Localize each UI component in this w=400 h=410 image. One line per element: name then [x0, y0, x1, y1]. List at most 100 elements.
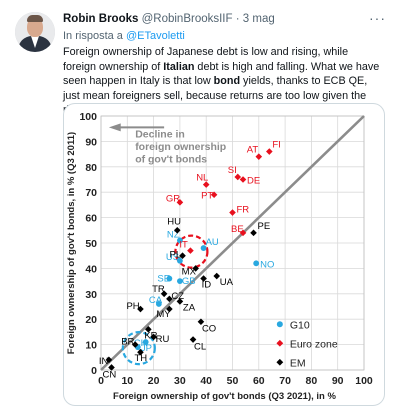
tweet-media-image[interactable]: 0 10 20 30 40 50 60 70 80 90 100 0 10 20 30 40 50 60 70 80 9…: [63, 103, 385, 406]
author-handle[interactable]: @RobinBrooksIIF: [141, 13, 233, 25]
point-label-pl: PL: [170, 250, 182, 261]
point-label-fr: FR: [237, 205, 250, 216]
point-label-ua: UA: [220, 277, 234, 288]
highlight-circle: [174, 234, 209, 269]
y-tick-label: 50: [85, 238, 97, 250]
y-tick-label: 70: [85, 187, 97, 199]
point-id: [200, 275, 207, 282]
x-tick-label: 20: [148, 375, 160, 387]
plot-frame: [100, 115, 365, 371]
x-tick-label: 100: [355, 375, 373, 387]
annotation-text: foreign ownership: [135, 141, 226, 153]
tweet-text-bold-1: Italian: [163, 60, 195, 73]
point-label-at: AT: [247, 145, 259, 156]
y-tick-label: 40: [85, 263, 97, 275]
point-nz: [177, 237, 183, 244]
point-label-gb: GB: [182, 276, 196, 287]
y-tick-label: 80: [85, 162, 97, 174]
point-label-nl: NL: [196, 173, 208, 184]
point-at: [255, 153, 263, 160]
reply-mention-link[interactable]: @ETavoletti: [125, 30, 185, 42]
point-br: [131, 341, 139, 348]
point-label-ph: PH: [126, 301, 139, 312]
reply-context: In risposta a @ETavoletti: [63, 30, 185, 42]
point-label-tr: TR: [152, 284, 165, 295]
point-label-cl: CL: [194, 342, 206, 353]
separator: ·: [235, 13, 240, 25]
point-ru: [150, 333, 157, 341]
point-label-ru: RU: [156, 334, 170, 345]
tweet-text-part-2: debt is high and falling. What we have s…: [63, 60, 380, 88]
point-pl: [179, 252, 186, 259]
point-in: [105, 356, 113, 364]
point-th: [137, 348, 144, 356]
point-mx: [192, 265, 199, 272]
legend-label: EM: [290, 357, 306, 369]
tweet-text-bold-2: bond: [213, 75, 241, 88]
point-gb: [177, 278, 183, 284]
point-ca: [155, 301, 162, 307]
point-be: [239, 229, 247, 237]
point-se: [166, 275, 173, 282]
point-pe: [250, 229, 257, 237]
point-label-pe: PE: [258, 221, 271, 232]
legend-label: G10: [290, 319, 310, 331]
point-de: [239, 176, 247, 183]
x-tick-label: 40: [200, 375, 212, 387]
point-ua: [213, 272, 221, 280]
point-label-ch: CH: [134, 338, 148, 349]
point-my: [166, 305, 173, 313]
point-label-se: SE: [157, 274, 170, 285]
point-label-cz: CZ: [171, 291, 184, 302]
annotation-arrow-head: [108, 123, 121, 132]
timestamp[interactable]: 3 mag: [242, 13, 275, 25]
point-co: [197, 318, 205, 326]
y-tick-label: 100: [79, 111, 97, 123]
point-label-th: TH: [134, 353, 147, 364]
point-label-my: MY: [156, 309, 171, 320]
y-tick-label: 30: [85, 289, 97, 301]
x-axis-title: Foreign ownership of gov't bonds (Q3 202…: [113, 391, 336, 402]
x-tick-label: 90: [332, 375, 344, 387]
point-label-jp: JP: [141, 343, 152, 354]
point-nl: [202, 181, 210, 188]
y-tick-label: 60: [85, 213, 97, 225]
point-label-be: BE: [231, 224, 244, 235]
point-label-gr: GR: [166, 193, 180, 204]
point-label-hu: HU: [167, 216, 181, 227]
point-label-kr: KR: [144, 330, 157, 341]
highlight-circle: [121, 331, 156, 366]
y-tick-label: 0: [91, 365, 97, 377]
point-us: [177, 257, 183, 264]
scatter-chart: 0 10 20 30 40 50 60 70 80 90 100 0 10 20 30 40 50 60 70 80 9…: [66, 111, 373, 402]
point-fr: [229, 209, 236, 216]
legend-marker: [276, 358, 284, 366]
point-label-si: SI: [228, 165, 237, 176]
author-name[interactable]: Robin Brooks: [63, 13, 139, 25]
diagonal-line: [100, 115, 365, 371]
x-tick-label: 50: [227, 375, 239, 387]
point-cz: [166, 295, 173, 303]
point-label-co: CO: [202, 324, 216, 335]
x-tick-label: 10: [121, 375, 133, 387]
legend-marker: [276, 321, 283, 328]
annotation-text: Decline in: [135, 129, 185, 141]
avatar[interactable]: [15, 12, 55, 52]
point-label-de: DE: [247, 176, 260, 187]
tweet-text-part-1: Foreign ownership of Japanese debt is lo…: [63, 46, 349, 73]
point-cn: [108, 364, 115, 371]
x-tick-label: 60: [253, 375, 265, 387]
point-label-no: NO: [260, 259, 274, 270]
point-label-br: BR: [121, 337, 134, 348]
more-options-icon[interactable]: ···: [369, 10, 386, 26]
point-label-nz: NZ: [167, 229, 180, 240]
x-tick-label: 30: [174, 375, 186, 387]
y-axis-title: Foreign ownership of gov't bonds, in % (…: [66, 132, 77, 354]
tweet-header: Robin Brooks @RobinBrooksIIF · 3 mag: [63, 13, 275, 25]
point-ch: [142, 339, 149, 345]
point-fi: [266, 148, 273, 155]
point-label-in: IN: [99, 356, 109, 367]
annotation-text: of gov't bonds: [135, 154, 207, 166]
reply-prefix: In risposta a: [63, 30, 123, 42]
